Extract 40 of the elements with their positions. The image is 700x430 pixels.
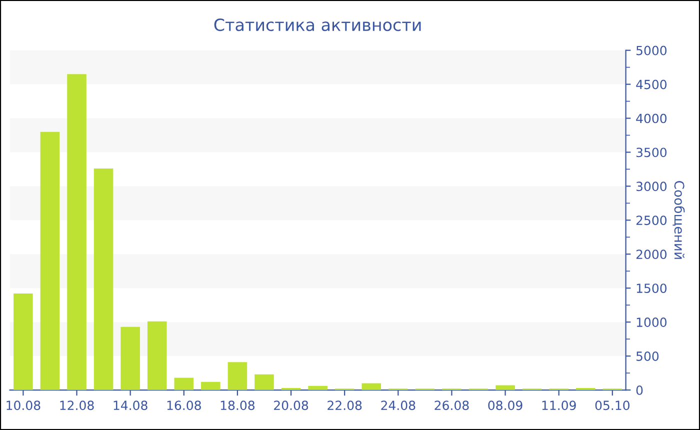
y-tick-label: 500	[636, 352, 659, 361]
bar	[14, 294, 33, 390]
x-tick-label: 12.08	[60, 400, 94, 410]
bar	[201, 382, 220, 390]
bar	[94, 168, 114, 390]
bar	[147, 321, 167, 390]
bar	[308, 386, 328, 390]
y-tick-label: 5000	[636, 46, 667, 56]
bar	[67, 74, 86, 390]
bar	[281, 388, 301, 390]
x-tick-label: 08.09	[488, 400, 522, 410]
x-tick-label: 10.08	[6, 400, 40, 410]
bar	[228, 362, 248, 390]
y-tick-label: 4500	[636, 80, 667, 90]
y-tick-label: 2000	[636, 250, 667, 260]
y-tick-label: 0	[636, 385, 643, 395]
y-tick-label: 4000	[636, 114, 667, 124]
x-tick-label: 24.08	[381, 400, 416, 410]
x-tick-label: 22.08	[328, 400, 362, 410]
x-tick-label: 18.08	[220, 400, 254, 410]
y-tick-label: 2500	[636, 216, 667, 226]
y-tick-label: 1000	[636, 318, 667, 327]
x-tick-label: 14.08	[114, 400, 148, 410]
x-tick-label: 26.08	[434, 400, 469, 410]
bar	[40, 132, 60, 390]
y-axis-title: Сообщений	[672, 180, 685, 259]
y-tick-label: 3000	[636, 182, 667, 192]
x-tick-label: 11.09	[542, 400, 576, 410]
y-tick-label: 1500	[636, 284, 667, 294]
y-tick-label: 3500	[636, 148, 667, 158]
x-tick-label: 16.08	[167, 400, 201, 410]
bar	[120, 326, 140, 390]
x-tick-label: 20.08	[274, 400, 308, 410]
bar	[576, 388, 596, 390]
bar	[496, 385, 515, 390]
x-tick-label: 05.10	[595, 400, 630, 410]
bar	[254, 374, 274, 390]
bar	[174, 378, 194, 390]
bar	[362, 383, 382, 390]
chart-title: Статистика активности	[214, 18, 421, 32]
